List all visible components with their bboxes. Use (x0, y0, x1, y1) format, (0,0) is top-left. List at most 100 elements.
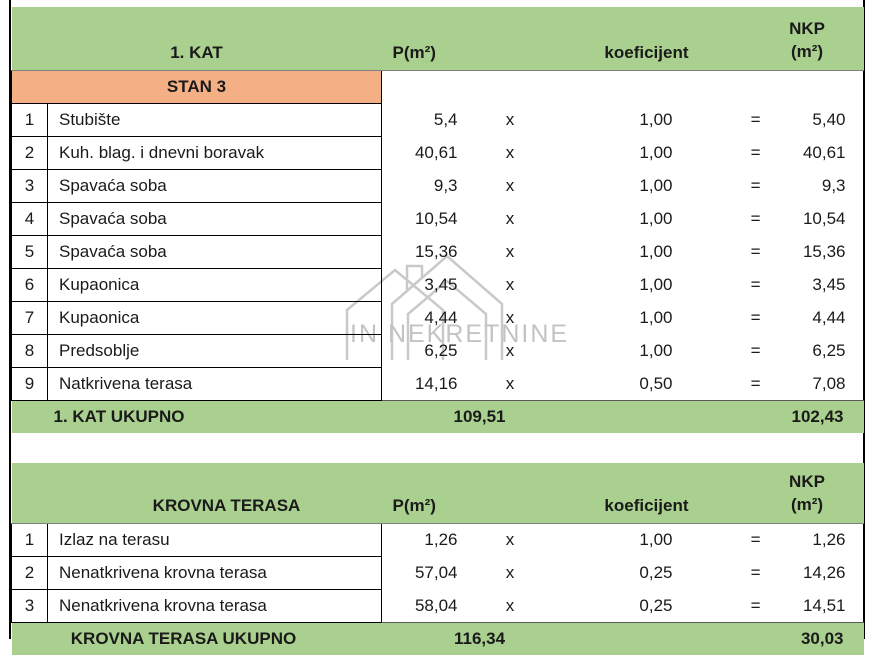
room-name: Kuh. blag. i dnevni boravak (48, 137, 382, 170)
times-sign: x (473, 335, 548, 368)
times-sign: x (473, 590, 548, 623)
table-row: 5 Spavaća soba 15,36 x 1,00 = 15,36 (12, 236, 864, 269)
equals-sign: = (693, 137, 773, 170)
row-number: 9 (12, 368, 48, 401)
nkp-line2: (m²) (791, 495, 823, 514)
table-row: 3 Nenatkrivena krovna terasa 58,04 x 0,2… (12, 590, 864, 623)
table-row: 6 Kupaonica 3,45 x 1,00 = 3,45 (12, 269, 864, 302)
coefficient-value: 1,00 (548, 302, 693, 335)
row-number: 4 (12, 203, 48, 236)
area-value: 14,16 (382, 368, 473, 401)
times-sign: x (473, 104, 548, 137)
equals-sign: = (693, 590, 773, 623)
room-name: Nenatkrivena krovna terasa (48, 590, 382, 623)
room-name: Predsoblje (48, 335, 382, 368)
area-value: 57,04 (382, 557, 473, 590)
coefficient-value: 1,00 (548, 170, 693, 203)
header-row: KROVNA TERASA P(m²) koeficijent NKP (m²) (12, 463, 864, 524)
row-number: 1 (12, 524, 48, 557)
table-row: 3 Spavaća soba 9,3 x 1,00 = 9,3 (12, 170, 864, 203)
coefficient-value: 1,00 (548, 269, 693, 302)
nkp-value: 9,3 (773, 170, 864, 203)
nkp-value: 6,25 (773, 335, 864, 368)
header-row: 1. KAT P(m²) koeficijent NKP (m²) (12, 7, 864, 71)
coefficient-value: 0,25 (548, 590, 693, 623)
times-sign: x (473, 137, 548, 170)
nkp-value: 14,51 (773, 590, 864, 623)
nkp-value: 7,08 (773, 368, 864, 401)
coefficient-value: 1,00 (548, 335, 693, 368)
col-header-koeficijent: koeficijent (548, 7, 693, 71)
room-name: Stubište (48, 104, 382, 137)
total-nkp-value: 102,43 (693, 401, 864, 434)
area-value: 3,45 (382, 269, 473, 302)
subheader-row: STAN 3 (12, 71, 864, 104)
equals-sign: = (693, 269, 773, 302)
area-value: 40,61 (382, 137, 473, 170)
nkp-line1: NKP (789, 472, 825, 491)
nkp-value: 40,61 (773, 137, 864, 170)
col-header-koeficijent: koeficijent (548, 463, 693, 524)
total-area-value: 109,51 (382, 401, 548, 434)
coefficient-value: 1,00 (548, 203, 693, 236)
table-row: 4 Spavaća soba 10,54 x 1,00 = 10,54 (12, 203, 864, 236)
row-number: 2 (12, 557, 48, 590)
area-value: 6,25 (382, 335, 473, 368)
coefficient-value: 0,25 (548, 557, 693, 590)
equals-sign: = (693, 104, 773, 137)
coefficient-value: 1,00 (548, 524, 693, 557)
nkp-value: 4,44 (773, 302, 864, 335)
row-number: 2 (12, 137, 48, 170)
times-sign: x (473, 236, 548, 269)
coefficient-value: 1,00 (548, 236, 693, 269)
times-sign: x (473, 368, 548, 401)
equals-sign: = (693, 302, 773, 335)
room-name: Natkrivena terasa (48, 368, 382, 401)
area-value: 5,4 (382, 104, 473, 137)
floor-table: 1. KAT P(m²) koeficijent NKP(m²) STAN 3 … (11, 7, 864, 433)
room-name: Kupaonica (48, 269, 382, 302)
nkp-value: 3,45 (773, 269, 864, 302)
top-spacer (11, 0, 863, 7)
row-number: 1 (12, 104, 48, 137)
row-number: 8 (12, 335, 48, 368)
nkp-line1: NKP (789, 19, 825, 38)
table-row: 2 Nenatkrivena krovna terasa 57,04 x 0,2… (12, 557, 864, 590)
col-header-area: P(m²) (382, 7, 473, 71)
room-name: Spavaća soba (48, 170, 382, 203)
nkp-value: 14,26 (773, 557, 864, 590)
sheet: 1. KAT P(m²) koeficijent NKP(m²) STAN 3 … (9, 0, 865, 639)
table-title: 1. KAT (12, 7, 382, 71)
equals-sign: = (693, 170, 773, 203)
equals-sign: = (693, 524, 773, 557)
total-label: 1. KAT UKUPNO (12, 401, 382, 434)
room-name: Izlaz na terasu (48, 524, 382, 557)
times-sign: x (473, 302, 548, 335)
subheader-spacer (382, 71, 864, 104)
header-spacer (473, 7, 548, 71)
apartment-label: STAN 3 (12, 71, 382, 104)
row-number: 5 (12, 236, 48, 269)
area-value: 1,26 (382, 524, 473, 557)
col-header-area: P(m²) (382, 463, 473, 524)
area-value: 9,3 (382, 170, 473, 203)
equals-sign: = (693, 368, 773, 401)
table-title: KROVNA TERASA (12, 463, 382, 524)
header-spacer (473, 463, 548, 524)
equals-sign: = (693, 557, 773, 590)
area-value: 15,36 (382, 236, 473, 269)
table-row: 8 Predsoblje 6,25 x 1,00 = 6,25 (12, 335, 864, 368)
times-sign: x (473, 170, 548, 203)
room-name: Spavaća soba (48, 203, 382, 236)
times-sign: x (473, 524, 548, 557)
equals-sign: = (693, 236, 773, 269)
nkp-line2: (m²) (791, 42, 823, 61)
nkp-value: 10,54 (773, 203, 864, 236)
area-value: 4,44 (382, 302, 473, 335)
table-row: 1 Izlaz na terasu 1,26 x 1,00 = 1,26 (12, 524, 864, 557)
times-sign: x (473, 269, 548, 302)
row-number: 6 (12, 269, 48, 302)
nkp-value: 5,40 (773, 104, 864, 137)
col-header-nkp: NKP (m²) (773, 7, 864, 71)
room-name: Nenatkrivena krovna terasa (48, 557, 382, 590)
